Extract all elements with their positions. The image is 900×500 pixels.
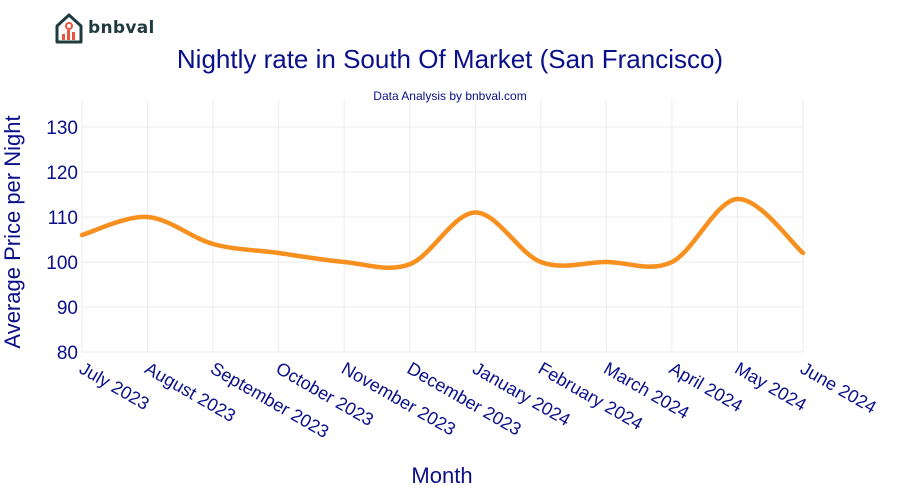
house-chart-logo-icon xyxy=(55,13,83,44)
y-tick-label: 100 xyxy=(46,253,78,274)
x-axis-title: Month xyxy=(411,463,472,488)
x-tick-label: December 2023 xyxy=(404,358,525,439)
x-tick-label: July 2023 xyxy=(76,358,153,414)
chart-title: Nightly rate in South Of Market (San Fra… xyxy=(176,44,724,74)
y-axis-title: Average Price per Night xyxy=(0,115,25,348)
y-tick-label: 90 xyxy=(57,298,78,319)
chart-subtitle: Data Analysis by bnbval.com xyxy=(373,89,527,103)
y-tick-label: 130 xyxy=(46,118,78,139)
y-tick-label: 120 xyxy=(46,163,78,184)
x-tick-label: June 2024 xyxy=(797,358,880,417)
series-line xyxy=(79,196,806,270)
brand-logo: bnbval xyxy=(54,12,155,44)
y-tick-label: 80 xyxy=(57,343,78,364)
x-tick-label: November 2023 xyxy=(338,358,459,439)
x-tick-label: May 2024 xyxy=(731,358,809,415)
brand-name: bnbval xyxy=(88,18,155,38)
y-tick-label: 110 xyxy=(48,208,78,229)
